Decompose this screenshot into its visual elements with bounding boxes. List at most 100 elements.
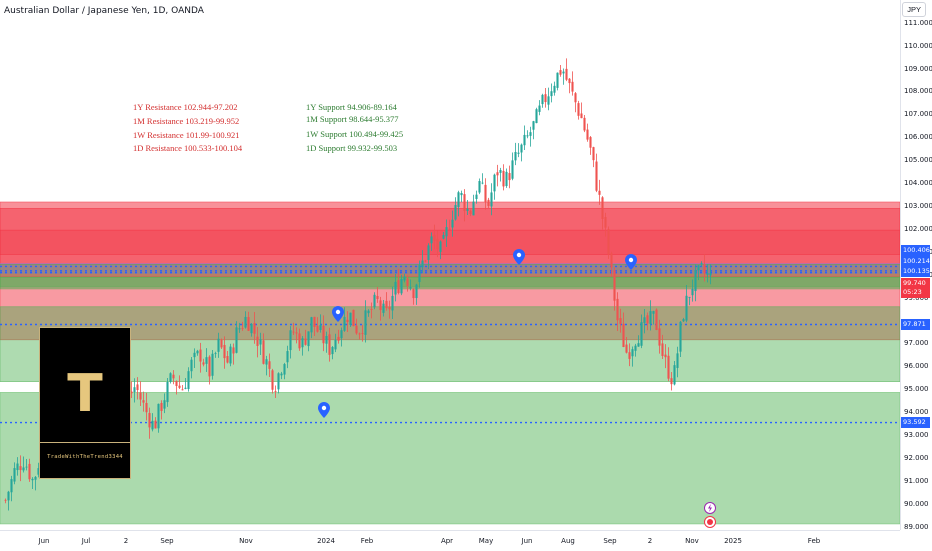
candle	[13, 462, 16, 485]
candle	[427, 243, 430, 269]
candle	[520, 143, 523, 162]
lightning-icon[interactable]	[704, 502, 716, 514]
candle	[175, 380, 178, 395]
candle	[34, 475, 37, 491]
candle	[367, 309, 370, 317]
candle	[10, 475, 13, 502]
x-tick-label: Jun	[521, 537, 533, 545]
candle	[451, 210, 454, 237]
candle	[703, 254, 706, 282]
candle	[490, 183, 493, 216]
candle	[355, 318, 358, 335]
candle	[586, 123, 589, 142]
candle	[394, 274, 397, 302]
candle	[133, 378, 136, 403]
candle	[637, 335, 640, 347]
candle	[571, 71, 574, 96]
y-tick-label: 94.000	[904, 408, 929, 417]
candle	[397, 268, 400, 295]
candle	[430, 232, 433, 251]
candle	[7, 490, 10, 511]
candle	[157, 403, 160, 433]
candle	[262, 333, 265, 365]
candle	[457, 190, 460, 217]
candle	[376, 286, 379, 303]
candle	[280, 371, 283, 380]
y-tick-label: 93.000	[904, 431, 929, 440]
time-axis[interactable]	[0, 530, 900, 551]
candle	[172, 370, 175, 385]
map-pin-icon[interactable]	[513, 249, 525, 265]
candle	[643, 309, 646, 334]
annotation-1y-resistance: 1Y Resistance 102.944-97.202	[133, 102, 238, 112]
candle	[517, 143, 520, 158]
candle	[502, 164, 505, 191]
candle	[310, 316, 313, 339]
candle	[550, 83, 553, 103]
candle	[679, 321, 682, 357]
x-tick-label: Aug	[561, 537, 575, 545]
y-tick-label: 97.000	[904, 339, 929, 348]
y-tick-label: 107.000	[904, 110, 932, 119]
candle	[604, 212, 607, 237]
candle	[406, 275, 409, 292]
candle	[559, 65, 562, 77]
annotation-1w-support: 1W Support 100.494-99.425	[306, 129, 404, 139]
candle	[319, 314, 322, 333]
candle	[511, 152, 514, 181]
price-chart[interactable]	[0, 0, 900, 530]
candle	[505, 168, 508, 188]
candle	[607, 226, 610, 259]
candle	[232, 343, 235, 365]
candle	[370, 302, 373, 319]
map-pin-icon[interactable]	[332, 306, 344, 322]
y-tick-label: 96.000	[904, 362, 929, 371]
candle	[685, 284, 688, 323]
candle	[541, 93, 544, 108]
candle	[580, 102, 583, 119]
candle	[670, 372, 673, 391]
candle	[235, 321, 238, 354]
candle	[619, 308, 622, 333]
candle	[154, 417, 157, 429]
candle	[205, 348, 208, 372]
candle	[238, 322, 241, 333]
candle	[247, 311, 250, 331]
candle	[523, 125, 526, 151]
x-tick-label: Nov	[685, 537, 699, 545]
map-pin-icon[interactable]	[318, 402, 330, 418]
candle	[382, 300, 385, 317]
candle	[316, 317, 319, 333]
candle	[385, 292, 388, 311]
candle	[340, 327, 343, 347]
currency-label[interactable]: JPY	[902, 2, 926, 17]
candle	[37, 462, 40, 478]
logo-divider	[40, 442, 130, 443]
candle	[448, 219, 451, 232]
event-dot-icon[interactable]	[704, 516, 716, 528]
candle	[418, 260, 421, 288]
candle	[625, 337, 628, 354]
annotation-1y-support: 1Y Support 94.906-89.164	[306, 102, 397, 112]
candle	[412, 288, 415, 305]
candle	[433, 224, 436, 250]
candle	[352, 309, 355, 327]
candle	[655, 308, 658, 331]
candle	[424, 259, 427, 263]
candles-layer	[4, 58, 712, 511]
candle	[286, 345, 289, 369]
candle	[28, 458, 31, 482]
y-tick-label: 92.000	[904, 453, 929, 462]
candle	[325, 331, 328, 353]
candle	[652, 310, 655, 325]
candle	[274, 385, 277, 398]
candle	[229, 343, 232, 367]
map-pin-icon[interactable]	[625, 254, 637, 270]
y-tick-label: 90.000	[904, 499, 929, 508]
candle	[163, 393, 166, 414]
candle	[253, 312, 256, 344]
candle	[343, 307, 346, 332]
candle	[667, 347, 670, 382]
y-tick-label: 91.000	[904, 476, 929, 485]
candle	[676, 346, 679, 378]
